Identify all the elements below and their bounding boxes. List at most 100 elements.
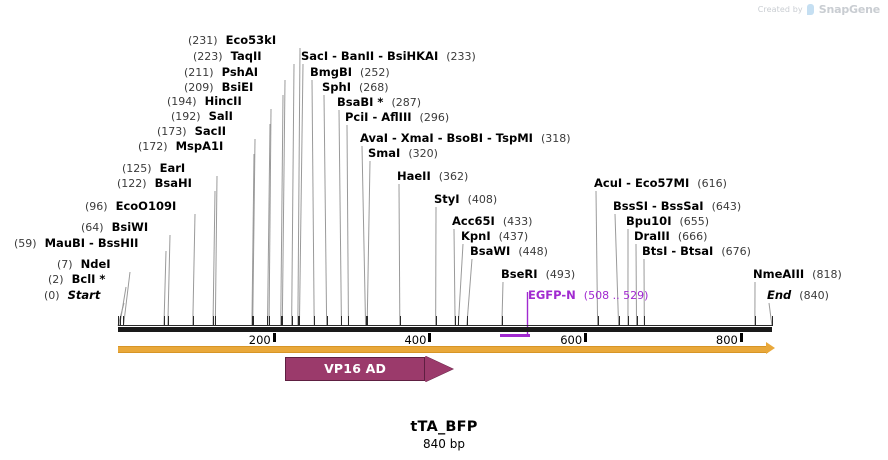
site-label-position: (192) bbox=[171, 110, 201, 123]
site-label-smai[interactable]: SmaI (320) bbox=[368, 147, 438, 161]
site-label-position: (493) bbox=[545, 268, 576, 281]
leader-line-eco53ki bbox=[297, 47, 301, 327]
site-label-name: BtsI - BtsaI bbox=[642, 244, 714, 258]
feature-arrow-head-icon bbox=[424, 356, 453, 382]
watermark-created-by-label: Created by bbox=[757, 5, 803, 14]
leader-line-bsahi bbox=[212, 190, 216, 327]
site-label-eari[interactable]: (125) EarI bbox=[122, 162, 185, 176]
site-label-start[interactable]: (0) Start bbox=[44, 288, 101, 303]
site-label-sali[interactable]: (192) SalI bbox=[171, 110, 233, 124]
site-label-position: (408) bbox=[467, 193, 498, 206]
site-label-bsiwi[interactable]: (64) BsiWI bbox=[81, 220, 149, 235]
leader-line-eari bbox=[214, 175, 218, 327]
site-label-bsssi[interactable]: BssSI - BssSaI (643) bbox=[613, 200, 741, 214]
site-label-kpni[interactable]: KpnI (437) bbox=[461, 230, 528, 244]
ruler-site-tick bbox=[267, 316, 268, 326]
site-label-bmgbi[interactable]: BmgBI (252) bbox=[310, 65, 390, 80]
site-label-bseri[interactable]: BseRI (493) bbox=[501, 267, 576, 282]
site-label-position: (209) bbox=[184, 81, 214, 94]
ruler-site-tick bbox=[327, 316, 328, 326]
ruler-site-tick bbox=[282, 316, 283, 326]
ruler-site-tick bbox=[118, 316, 119, 326]
leader-line-smai bbox=[366, 160, 371, 327]
site-label-bsahi[interactable]: (122) BsaHI bbox=[117, 177, 192, 191]
ruler-tick-label: 400 bbox=[404, 333, 427, 347]
site-label-name: Eco53kI bbox=[225, 33, 277, 47]
site-label-name: BmgBI bbox=[310, 65, 353, 79]
ruler-site-tick bbox=[123, 316, 124, 326]
site-label-position: (616) bbox=[697, 177, 727, 190]
site-label-draiii[interactable]: DraIII (666) bbox=[634, 229, 707, 244]
ruler-site-tick bbox=[628, 316, 629, 326]
site-label-ecoo109i[interactable]: (96) EcoO109I bbox=[85, 200, 176, 214]
site-label-name: PciI - AflIII bbox=[345, 110, 412, 124]
site-label-pshai[interactable]: (211) PshAI bbox=[184, 66, 258, 80]
site-label-end[interactable]: End (840) bbox=[767, 289, 829, 303]
site-label-position: (320) bbox=[408, 147, 438, 160]
site-label-position: (96) bbox=[85, 200, 108, 213]
leader-line-sali bbox=[266, 123, 271, 327]
ruler-site-tick bbox=[120, 316, 121, 326]
egfp-n-feature-marker[interactable] bbox=[499, 334, 530, 337]
leader-line-bsiwi bbox=[167, 234, 171, 327]
site-label-hincii[interactable]: (194) HincII bbox=[167, 94, 242, 109]
site-label-name: Acc65I bbox=[452, 214, 495, 228]
ruler-tick-baseline bbox=[118, 325, 772, 326]
site-label-bcli[interactable]: (2) BclI * bbox=[48, 272, 106, 287]
site-label-maubi[interactable]: (59) MauBI - BssHII bbox=[14, 237, 138, 251]
site-label-pcii[interactable]: PciI - AflIII (296) bbox=[345, 110, 450, 125]
site-label-name: HincII bbox=[204, 94, 242, 108]
site-label-acui[interactable]: AcuI - Eco57MI (616) bbox=[594, 177, 727, 191]
site-label-name: DraIII bbox=[634, 229, 670, 243]
site-label-avai[interactable]: AvaI - XmaI - BsoBI - TspMI (318) bbox=[360, 131, 571, 146]
site-label-eco53ki[interactable]: (231) Eco53kI bbox=[188, 33, 277, 48]
ruler-site-tick bbox=[367, 316, 368, 326]
leader-line-pshai bbox=[281, 79, 286, 327]
site-label-bpu10i[interactable]: Bpu10I (655) bbox=[626, 214, 710, 229]
site-label-saci[interactable]: SacI - BanII - BsiHKAI (233) bbox=[301, 50, 476, 64]
feature-vp16-ad[interactable]: VP16 AD bbox=[285, 356, 453, 382]
site-label-name: BsiWI bbox=[111, 220, 149, 234]
site-label-btsi[interactable]: BtsI - BtsaI (676) bbox=[642, 244, 751, 259]
site-label-styi[interactable]: StyI (408) bbox=[434, 193, 498, 207]
backbone-line bbox=[118, 346, 768, 353]
site-label-bsawi[interactable]: BsaWI (448) bbox=[470, 245, 548, 259]
site-label-sphi[interactable]: SphI (268) bbox=[322, 81, 389, 95]
leader-line-maubi bbox=[163, 250, 167, 327]
ruler-site-tick bbox=[168, 316, 169, 326]
construct-length: 840 bp bbox=[423, 437, 465, 451]
leader-line-draiii bbox=[635, 243, 638, 327]
site-label-name: HaeII bbox=[397, 169, 431, 183]
site-label-position: (296) bbox=[419, 111, 450, 124]
site-label-name: Start bbox=[67, 288, 101, 302]
site-label-haeii[interactable]: HaeII (362) bbox=[397, 169, 468, 184]
site-label-bsabi[interactable]: BsaBI * (287) bbox=[337, 96, 422, 110]
site-label-name: BseRI bbox=[501, 267, 538, 281]
site-label-name: Bpu10I bbox=[626, 214, 672, 228]
site-label-name: TaqII bbox=[230, 49, 262, 63]
site-label-acc65i[interactable]: Acc65I (433) bbox=[452, 214, 532, 229]
ruler-site-tick bbox=[314, 316, 315, 326]
site-label-mspa1i[interactable]: (172) MspA1I bbox=[138, 140, 223, 154]
site-label-sacii[interactable]: (173) SacII bbox=[157, 125, 226, 139]
site-label-name: AvaI - XmaI - BsoBI - TspMI bbox=[360, 131, 533, 145]
site-label-name: BclI * bbox=[71, 272, 106, 286]
ruler-site-tick bbox=[772, 316, 773, 326]
backbone-arrow-icon bbox=[766, 342, 775, 354]
annotation-label-egfp-n[interactable]: EGFP-N (508 .. 529) bbox=[528, 289, 648, 303]
ruler-site-tick bbox=[341, 316, 342, 326]
site-label-position: (125) bbox=[122, 162, 152, 175]
leader-line-bmgbi bbox=[311, 79, 315, 327]
site-label-position: (211) bbox=[184, 66, 214, 79]
ruler-site-tick bbox=[366, 316, 367, 326]
site-label-nmeaiii[interactable]: NmeAIII (818) bbox=[753, 268, 842, 282]
site-label-ndei[interactable]: (7) NdeI bbox=[57, 258, 111, 272]
site-label-taqii[interactable]: (223) TaqII bbox=[193, 49, 262, 64]
site-label-position: (287) bbox=[391, 96, 422, 109]
site-label-position: (655) bbox=[679, 215, 710, 228]
site-label-name: BsiEI bbox=[221, 80, 254, 94]
site-label-bsiei[interactable]: (209) BsiEI bbox=[184, 80, 254, 95]
ruler-site-tick bbox=[252, 316, 253, 326]
leader-line-acui bbox=[595, 190, 599, 327]
